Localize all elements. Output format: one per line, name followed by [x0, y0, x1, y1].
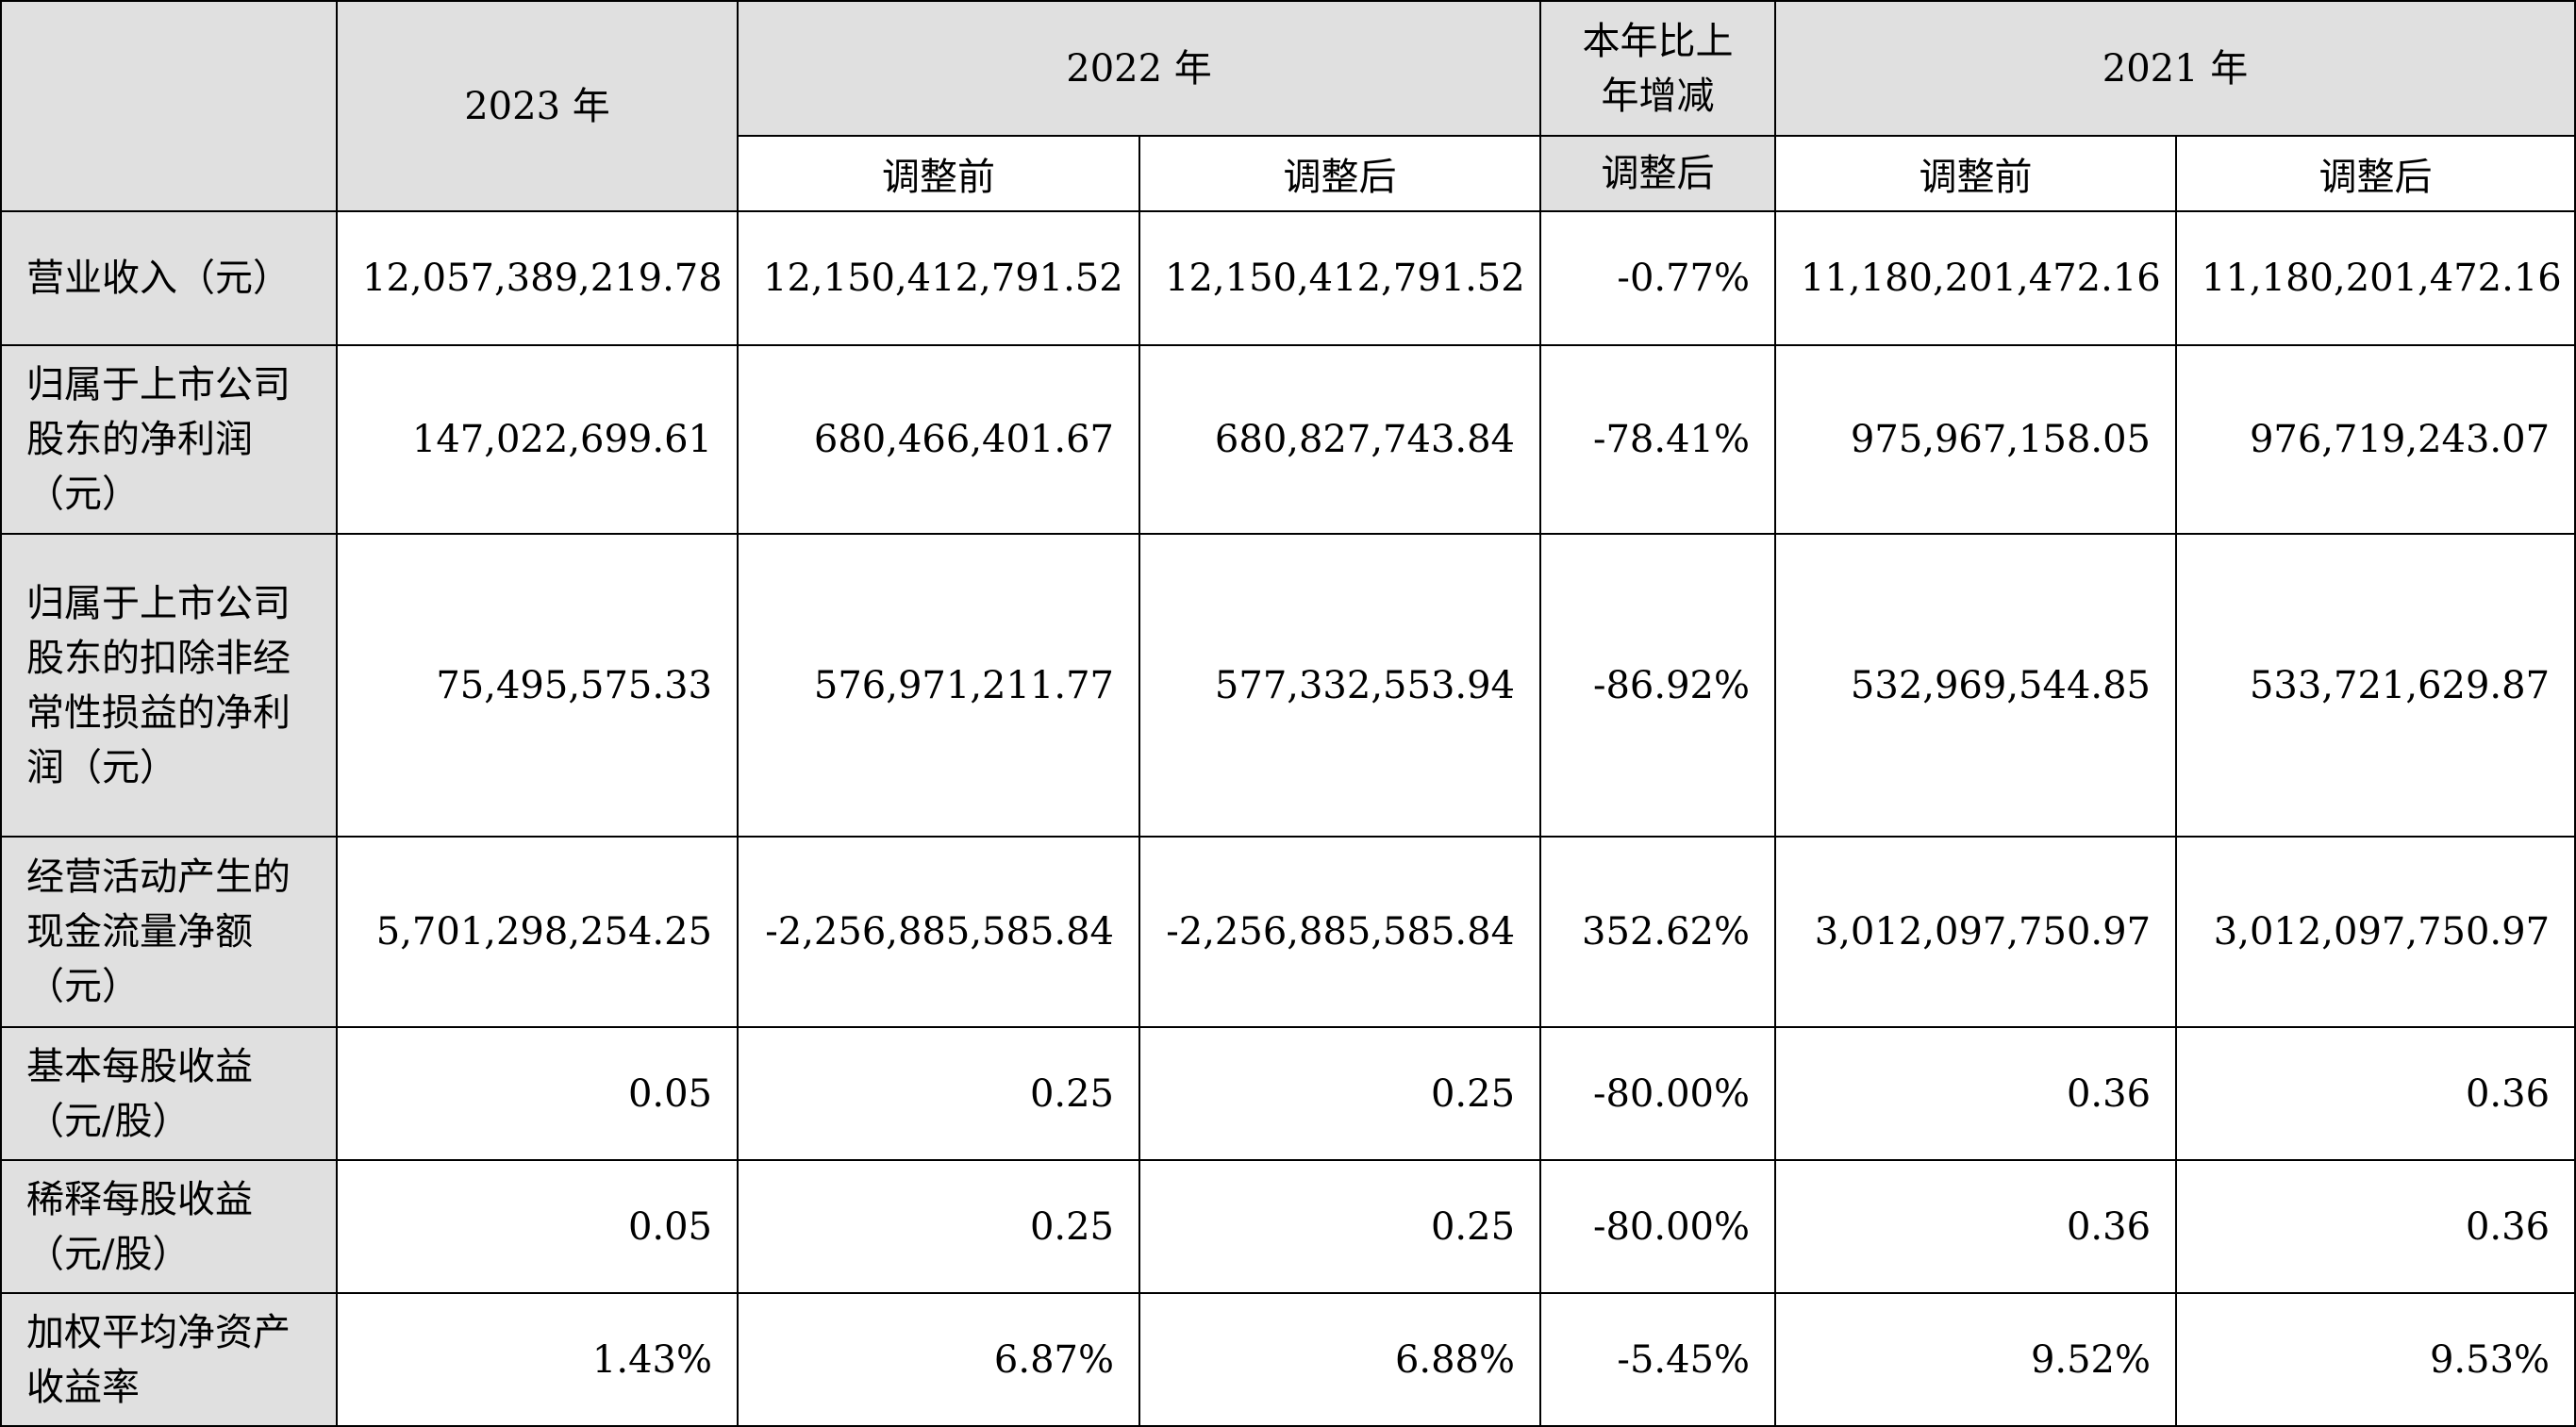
table-row: 加权平均净资产收益率 1.43% 6.87% 6.88% -5.45% 9.52…	[0, 1292, 2576, 1427]
header-yoy-after: 调整后	[1539, 135, 1777, 212]
value-2023: 0.05	[336, 1159, 739, 1294]
value-2023: 1.43%	[336, 1292, 739, 1427]
value-2021-before: 975,967,158.05	[1774, 344, 2178, 535]
value-2021-before: 0.36	[1774, 1159, 2178, 1294]
value-2021-after: 11,180,201,472.16	[2175, 210, 2576, 346]
value-2021-after: 976,719,243.07	[2175, 344, 2576, 535]
header-2021-before: 调整前	[1774, 135, 2178, 212]
row-label: 营业收入（元）	[0, 210, 338, 346]
header-yoy-change: 本年比上年增减	[1539, 0, 1777, 137]
value-2022-before: 680,466,401.67	[737, 344, 1140, 535]
value-2022-before: 0.25	[737, 1159, 1140, 1294]
value-yoy: -80.00%	[1539, 1026, 1777, 1161]
row-label: 稀释每股收益（元/股）	[0, 1159, 338, 1294]
value-2021-after: 0.36	[2175, 1159, 2576, 1294]
value-2023: 147,022,699.61	[336, 344, 739, 535]
header-2021: 2021 年	[1774, 0, 2576, 137]
header-2022-before: 调整前	[737, 135, 1140, 212]
header-2022-after: 调整后	[1138, 135, 1542, 212]
table-row: 经营活动产生的现金流量净额（元） 5,701,298,254.25 -2,256…	[0, 836, 2576, 1028]
value-2023: 12,057,389,219.78	[336, 210, 739, 346]
value-2022-after: 680,827,743.84	[1138, 344, 1542, 535]
value-2021-before: 3,012,097,750.97	[1774, 836, 2178, 1028]
value-yoy: 352.62%	[1539, 836, 1777, 1028]
header-2021-after: 调整后	[2175, 135, 2576, 212]
value-2021-before: 0.36	[1774, 1026, 2178, 1161]
value-2022-before: -2,256,885,585.84	[737, 836, 1140, 1028]
value-2022-after: -2,256,885,585.84	[1138, 836, 1542, 1028]
value-yoy: -86.92%	[1539, 533, 1777, 838]
corner-cell	[0, 0, 338, 212]
value-2023: 0.05	[336, 1026, 739, 1161]
row-label: 加权平均净资产收益率	[0, 1292, 338, 1427]
header-row-adjust: 调整前 调整后 调整后 调整前 调整后	[1, 135, 2576, 212]
value-2023: 75,495,575.33	[336, 533, 739, 838]
value-2021-before: 11,180,201,472.16	[1774, 210, 2178, 346]
value-2021-before: 9.52%	[1774, 1292, 2178, 1427]
value-2022-after: 12,150,412,791.52	[1138, 210, 1542, 346]
value-2021-before: 532,969,544.85	[1774, 533, 2178, 838]
value-2022-after: 577,332,553.94	[1138, 533, 1542, 838]
value-2022-before: 0.25	[737, 1026, 1140, 1161]
value-yoy: -80.00%	[1539, 1159, 1777, 1294]
value-2021-after: 533,721,629.87	[2175, 533, 2576, 838]
header-2022: 2022 年	[736, 0, 1542, 137]
row-label: 归属于上市公司股东的扣除非经常性损益的净利润（元）	[0, 533, 338, 838]
value-2022-before: 576,971,211.77	[737, 533, 1140, 838]
value-2022-before: 6.87%	[737, 1292, 1140, 1427]
value-2021-after: 0.36	[2175, 1026, 2576, 1161]
value-2022-after: 0.25	[1138, 1026, 1542, 1161]
value-2021-after: 3,012,097,750.97	[2175, 836, 2576, 1028]
value-yoy: -0.77%	[1539, 210, 1777, 346]
row-label: 归属于上市公司股东的净利润（元）	[0, 344, 338, 535]
table-row: 归属于上市公司股东的净利润（元） 147,022,699.61 680,466,…	[0, 344, 2576, 535]
value-yoy: -78.41%	[1539, 344, 1777, 535]
table-row: 稀释每股收益（元/股） 0.05 0.25 0.25 -80.00% 0.36 …	[0, 1159, 2576, 1294]
value-2022-after: 6.88%	[1138, 1292, 1542, 1427]
table-row: 营业收入（元） 12,057,389,219.78 12,150,412,791…	[0, 210, 2576, 346]
value-2022-before: 12,150,412,791.52	[737, 210, 1140, 346]
value-2021-after: 9.53%	[2175, 1292, 2576, 1427]
row-label: 基本每股收益（元/股）	[0, 1026, 338, 1161]
table-row: 基本每股收益（元/股） 0.05 0.25 0.25 -80.00% 0.36 …	[0, 1026, 2576, 1161]
table-row: 归属于上市公司股东的扣除非经常性损益的净利润（元） 75,495,575.33 …	[0, 533, 2576, 838]
value-yoy: -5.45%	[1539, 1292, 1777, 1427]
header-row-years: 2023 年 2022 年 本年比上年增减 2021 年	[0, 0, 2576, 212]
row-label: 经营活动产生的现金流量净额（元）	[0, 836, 338, 1028]
value-2022-after: 0.25	[1138, 1159, 1542, 1294]
header-2023: 2023 年	[336, 0, 739, 212]
value-2023: 5,701,298,254.25	[336, 836, 739, 1028]
